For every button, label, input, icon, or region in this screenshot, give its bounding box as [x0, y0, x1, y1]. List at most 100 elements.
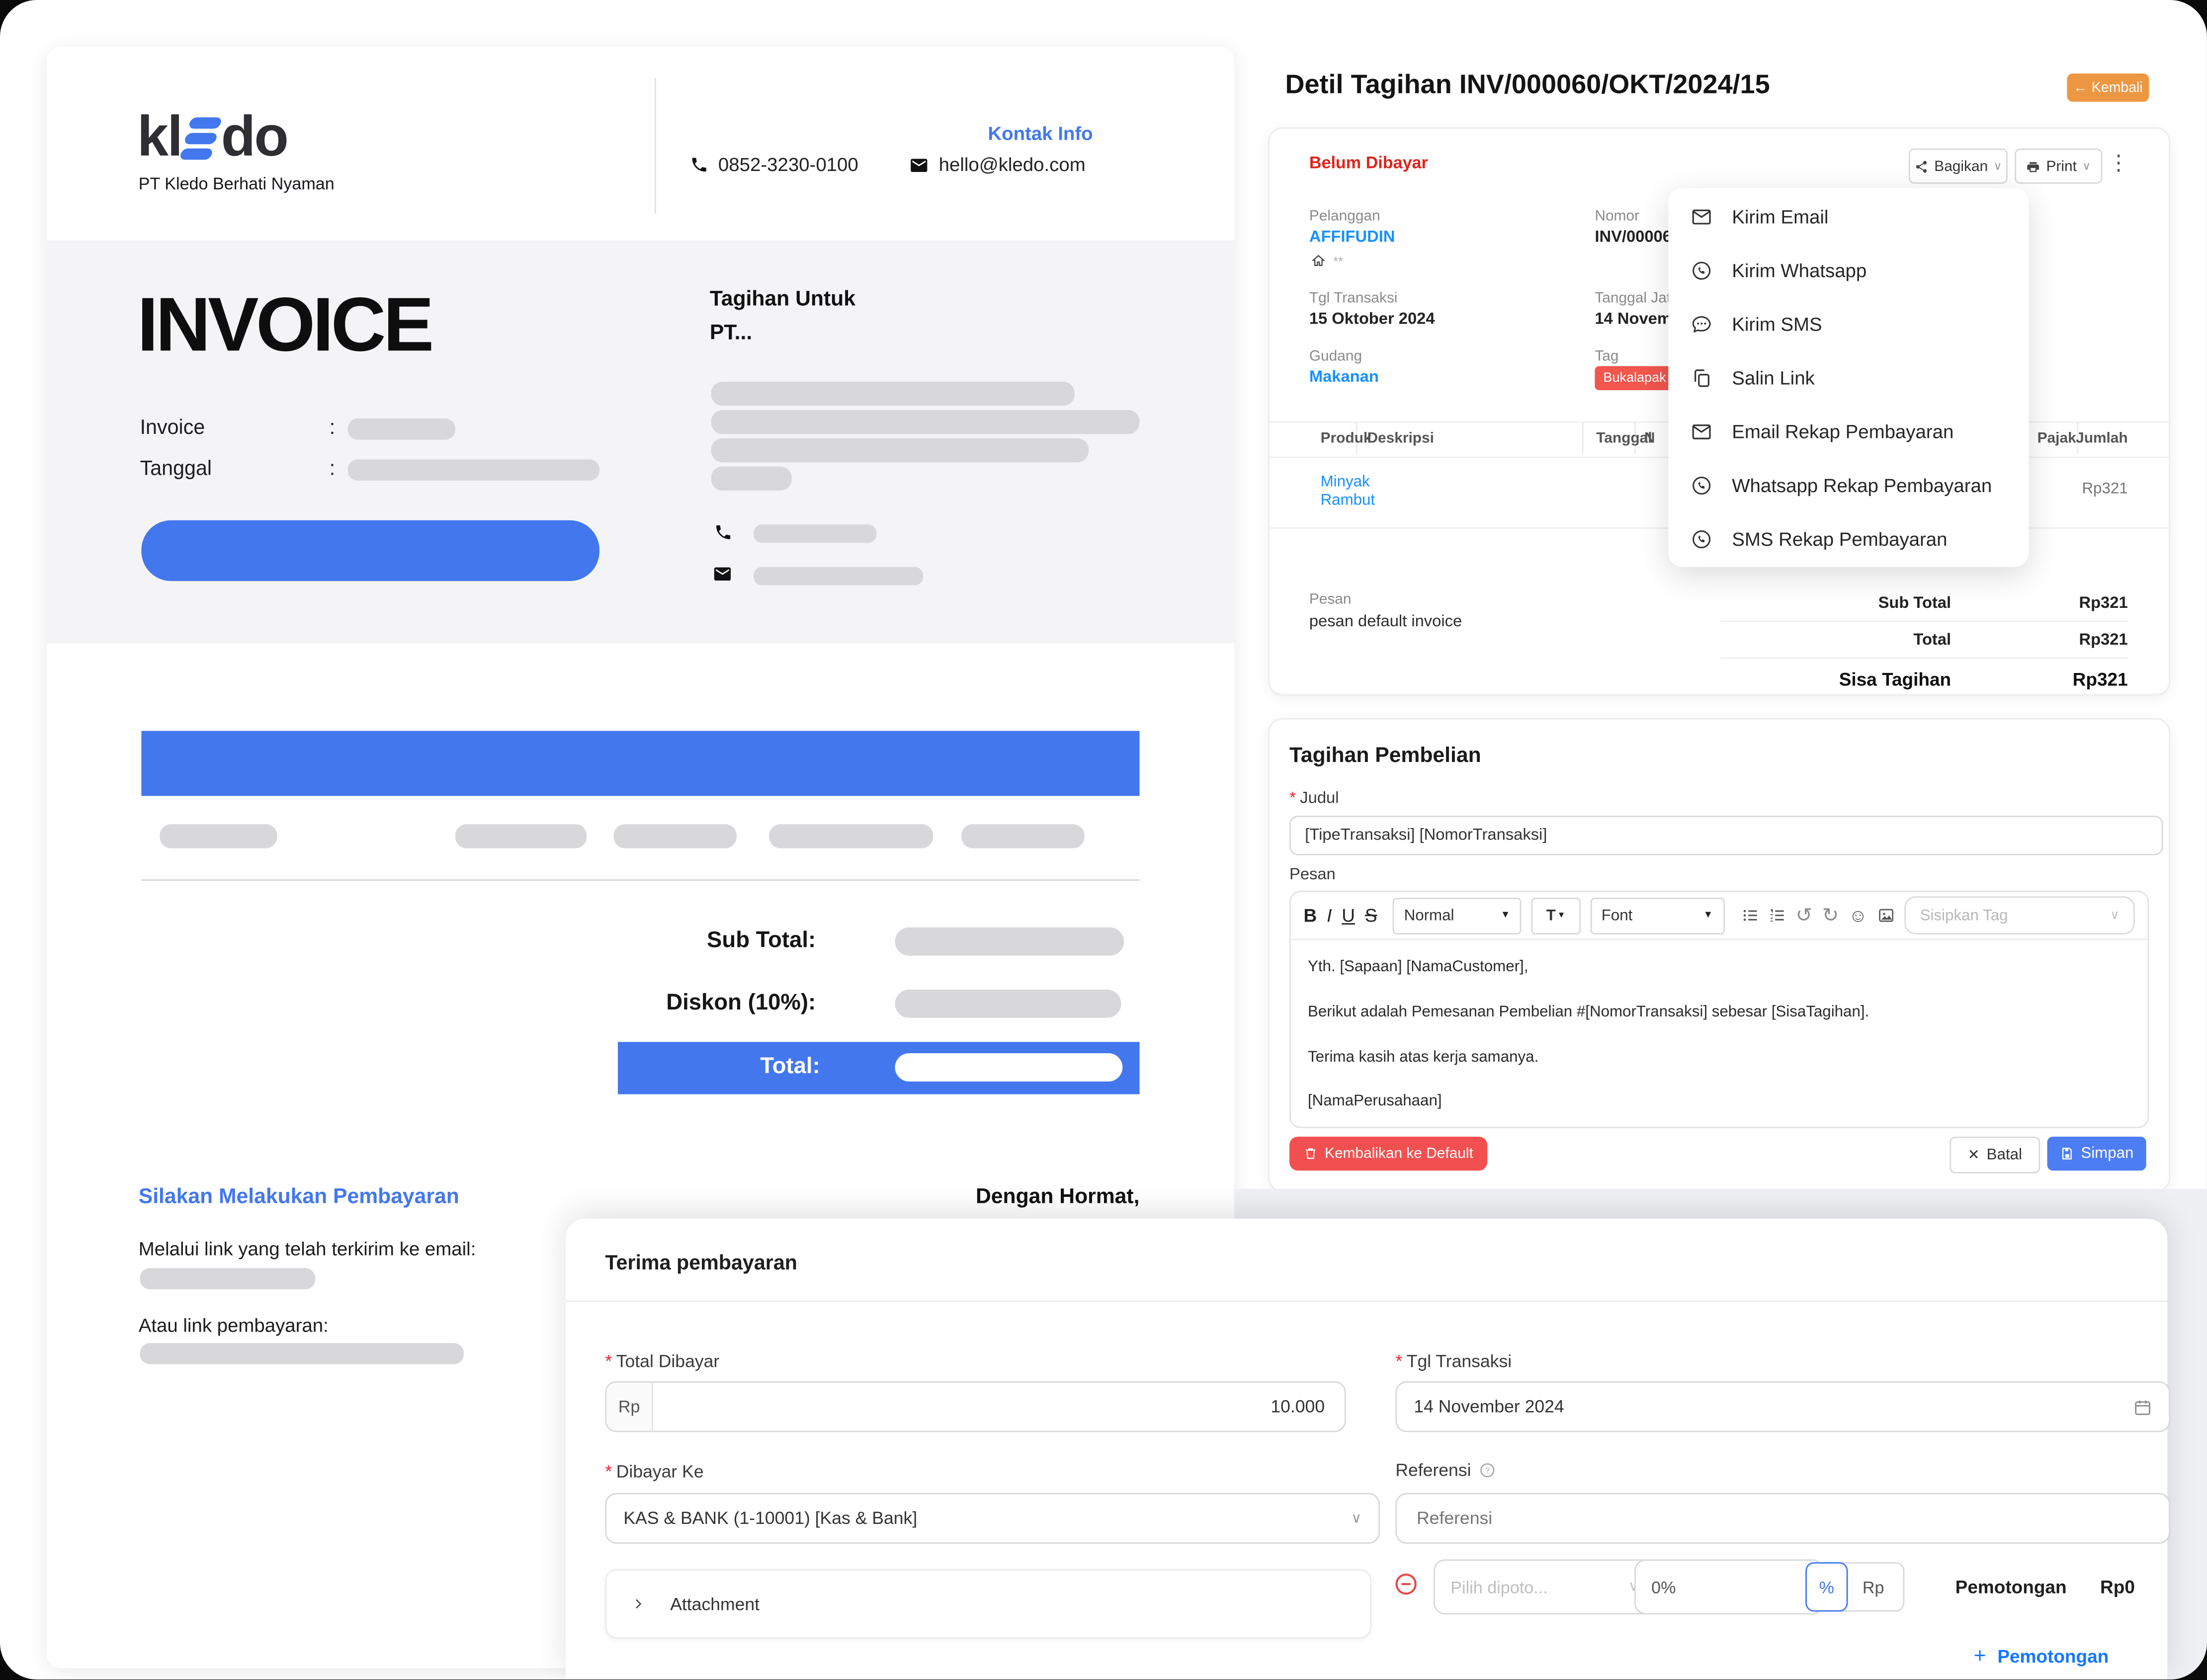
bullet-list-icon[interactable]: [1741, 906, 1759, 924]
back-button-label: Kembali: [2091, 80, 2143, 95]
italic-button[interactable]: I: [1327, 905, 1332, 926]
placeholder-bar: [347, 459, 599, 481]
th-pajak: Pajak: [2037, 429, 2076, 447]
menu-item-kirim-whatsapp[interactable]: Kirim Whatsapp: [1668, 243, 2029, 297]
redo-icon[interactable]: ↻: [1822, 903, 1839, 926]
back-button[interactable]: ← Kembali: [2067, 73, 2149, 102]
text-size-button[interactable]: T ▼: [1531, 897, 1581, 934]
field-invoice-label: Invoice: [140, 417, 205, 440]
placeholder-bar: [140, 1343, 464, 1364]
envelope-icon: [1692, 423, 1711, 439]
remove-pemotongan-icon[interactable]: [1394, 1572, 1418, 1596]
menu-item-sms-rekap[interactable]: SMS Rekap Pembayaran: [1668, 512, 2029, 566]
add-pemotongan-link[interactable]: + Pemotongan: [1974, 1644, 2109, 1668]
editor-text-line: Berikut adalah Pemesanan Pembelian #[Nom…: [1307, 1004, 1869, 1021]
placeholder-bar: [455, 824, 587, 848]
ordered-list-icon[interactable]: [1769, 906, 1786, 924]
whatsapp-icon: [1693, 261, 1711, 279]
row-produk-link[interactable]: Minyak: [1320, 473, 1370, 491]
menu-item-label: Kirim Whatsapp: [1732, 259, 1867, 281]
placeholder-bar: [961, 824, 1085, 848]
tgl-transaksi-input[interactable]: 14 November 2024: [1395, 1381, 2171, 1432]
menu-item-kirim-email[interactable]: Kirim Email: [1668, 189, 2029, 243]
sisa-tagihan-value: Rp321: [2072, 669, 2128, 690]
share-button[interactable]: Bagikan ∨: [1908, 148, 2008, 184]
required-asterisk: *: [605, 1462, 612, 1482]
editor-body[interactable]: Yth. [Sapaan] [NamaCustomer], Berikut ad…: [1291, 940, 2148, 1126]
dibayar-ke-select[interactable]: KAS & BANK (1-10001) [Kas & Bank] ∨: [605, 1493, 1380, 1544]
print-button-label: Print: [2046, 158, 2077, 175]
menu-item-label: Kirim SMS: [1732, 313, 1822, 335]
sisipkan-tag-select[interactable]: Sisipkan Tag ∨: [1904, 896, 2135, 935]
th-jumlah: Jumlah: [2076, 429, 2128, 447]
phone-icon: [716, 525, 731, 539]
phone-number: 0852-3230-0100: [718, 154, 858, 175]
email-address: hello@kledo.com: [938, 154, 1086, 175]
nomor-label: Nomor: [1595, 208, 1640, 225]
kebab-menu-icon[interactable]: ⋮: [2108, 151, 2129, 175]
pilih-dipotong-select[interactable]: Pilih dipoto... ∨: [1434, 1559, 1656, 1615]
signature: Dengan Hormat,: [975, 1184, 1140, 1209]
placeholder-bar: [711, 466, 792, 491]
undo-icon[interactable]: ↺: [1795, 903, 1812, 926]
persen-input[interactable]: 0%: [1634, 1559, 1824, 1615]
strikethrough-button[interactable]: S: [1364, 905, 1377, 926]
gudang-value[interactable]: Makanan: [1309, 369, 1379, 386]
pemotongan-total-label: Pemotongan: [1955, 1576, 2067, 1598]
envelope-icon: [911, 158, 928, 171]
cancel-button-label: Batal: [1986, 1146, 2023, 1164]
bold-button[interactable]: B: [1303, 905, 1317, 926]
emoji-icon[interactable]: ☺: [1849, 905, 1867, 926]
panel-divider: [565, 1300, 2168, 1302]
menu-item-label: SMS Rekap Pembayaran: [1732, 528, 1948, 550]
persen-toggle[interactable]: %: [1805, 1562, 1848, 1612]
dibayar-ke-label-text: Dibayar Ke: [616, 1462, 704, 1482]
tgl-transaksi-label: Tgl Transaksi: [1309, 290, 1398, 307]
card-title: Tagihan Pembelian: [1289, 744, 1481, 768]
reset-default-button[interactable]: Kembalikan ke Default: [1289, 1136, 1488, 1171]
judul-input[interactable]: [TipeTransaksi] [NomorTransaksi]: [1289, 816, 2163, 855]
text-size-label: T: [1546, 907, 1556, 924]
whatsapp-icon: [1693, 476, 1711, 494]
menu-item-kirim-sms[interactable]: Kirim SMS: [1668, 297, 2029, 350]
image-icon[interactable]: [1877, 906, 1895, 924]
total-dibayar-input[interactable]: Rp 10.000: [605, 1381, 1346, 1432]
menu-item-whatsapp-rekap[interactable]: Whatsapp Rekap Pembayaran: [1668, 458, 2029, 512]
pesan-label: Pesan: [1289, 866, 1336, 884]
paragraph-style-select[interactable]: Normal ▼: [1392, 897, 1522, 934]
print-button[interactable]: Print ∨: [2015, 148, 2103, 184]
referensi-input[interactable]: [1414, 1507, 2152, 1530]
panel-title: Terima pembayaran: [605, 1253, 798, 1275]
save-button[interactable]: Simpan: [2047, 1136, 2146, 1171]
table-header-placeholder: [141, 731, 1140, 796]
th-produk: Produk: [1320, 429, 1372, 447]
envelope-icon: [714, 567, 731, 581]
sisipkan-tag-placeholder: Sisipkan Tag: [1920, 907, 2008, 924]
caret-down-icon: ▼: [1703, 910, 1713, 921]
row-produk-link[interactable]: Rambut: [1320, 492, 1375, 509]
pelanggan-value[interactable]: AFFIFUDIN: [1309, 229, 1395, 246]
menu-item-email-rekap[interactable]: Email Rekap Pembayaran: [1668, 404, 2029, 458]
referensi-input-wrap[interactable]: [1395, 1493, 2171, 1544]
cancel-button[interactable]: ✕ Batal: [1950, 1136, 2040, 1174]
caret-down-icon: ▼: [1557, 911, 1566, 920]
payment-line1: Melalui link yang telah terkirim ke emai…: [138, 1238, 476, 1260]
payment-line2: Atau link pembayaran:: [138, 1315, 329, 1336]
svg-text:?: ?: [1484, 1467, 1489, 1475]
persen-toggle-label: %: [1819, 1577, 1834, 1597]
logo-text-left: kl: [137, 106, 183, 168]
rp-toggle[interactable]: Rp: [1842, 1562, 1905, 1612]
save-button-label: Simpan: [2081, 1145, 2134, 1163]
subtotal-value: Rp321: [2079, 595, 2128, 612]
menu-item-salin-link[interactable]: Salin Link: [1668, 350, 2029, 404]
attachment-expander[interactable]: Attachment: [605, 1569, 1371, 1639]
font-select[interactable]: Font ▼: [1590, 897, 1725, 934]
phone-row: 0852-3230-0100: [690, 154, 858, 175]
pesan-value: pesan default invoice: [1309, 613, 1462, 631]
help-circle-icon[interactable]: ?: [1478, 1462, 1495, 1479]
underline-button[interactable]: U: [1342, 905, 1355, 926]
page-title: Detil Tagihan INV/000060/OKT/2024/15: [1285, 71, 1770, 100]
gudang-label: Gudang: [1309, 347, 1362, 365]
tgl-transaksi-value: 15 Oktober 2024: [1309, 311, 1435, 328]
